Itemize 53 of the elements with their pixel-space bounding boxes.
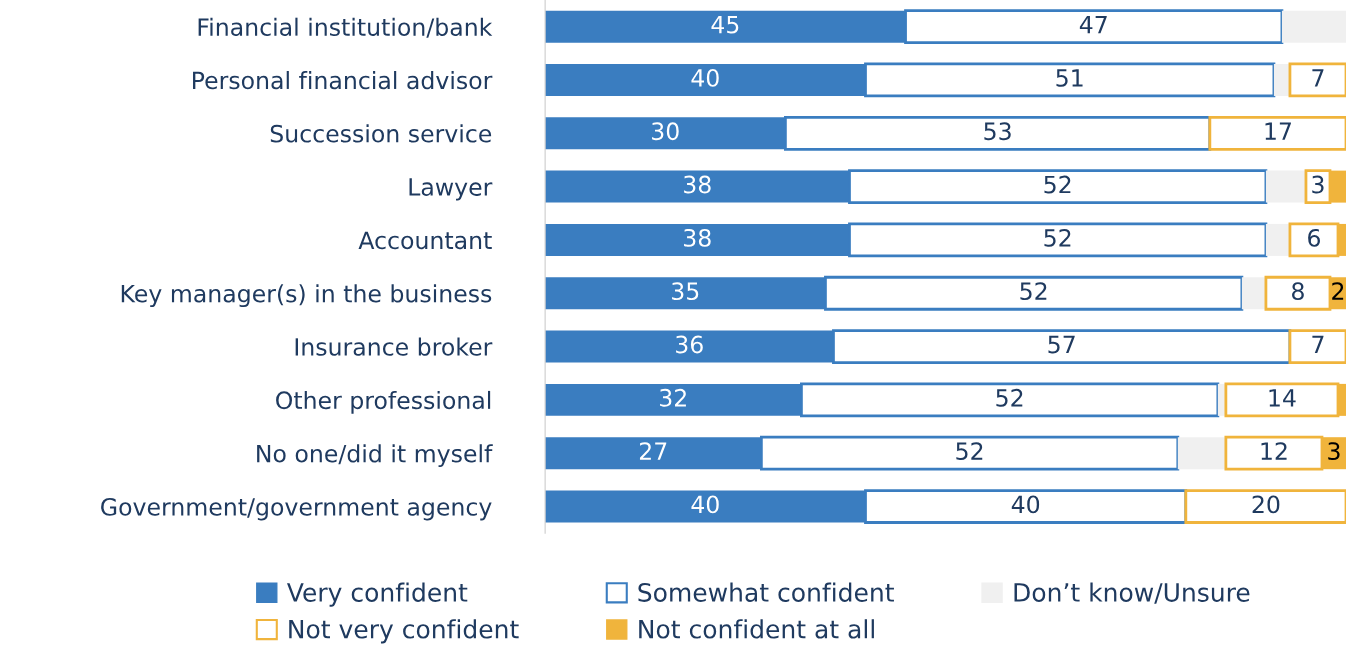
data-label: 40 <box>691 68 719 87</box>
y-tick-label: Government/government agency <box>101 497 492 521</box>
data-label: 53 <box>984 122 1011 141</box>
data-label: 7 <box>1312 69 1324 87</box>
data-label: 8 <box>1292 282 1304 301</box>
data-label: 14 <box>1269 389 1296 407</box>
data-label: 36 <box>676 335 703 354</box>
y-tick-label: Accountant <box>358 231 492 250</box>
legend-label: Not confident at all <box>639 619 874 639</box>
bar <box>1281 10 1346 43</box>
data-label: 20 <box>1252 495 1280 514</box>
y-tick-label: Succession service <box>270 124 492 143</box>
data-label: 30 <box>652 122 679 141</box>
data-label: 2 <box>1332 282 1344 300</box>
data-label: 17 <box>1265 122 1291 140</box>
y-tick-label: Key manager(s) in the business <box>121 284 492 308</box>
data-label: 47 <box>1079 15 1107 34</box>
legend-label: Very confident <box>286 582 468 607</box>
data-label: 52 <box>1020 282 1047 301</box>
data-label: 52 <box>956 442 983 461</box>
y-tick-label: Other professional <box>276 390 491 414</box>
legend-label: Don’t know/Unsure <box>1014 582 1250 604</box>
data-label: 35 <box>672 282 699 301</box>
bar <box>1288 62 1346 98</box>
data-label: 51 <box>1056 69 1083 87</box>
bar <box>1177 437 1226 470</box>
bar <box>1273 63 1290 96</box>
data-label: 6 <box>1308 228 1320 247</box>
data-label: 38 <box>684 228 711 247</box>
data-label: 52 <box>996 388 1023 407</box>
y-tick-label: Insurance broker <box>295 337 493 356</box>
y-tick-label: No one/did it myself <box>257 444 493 468</box>
legend-label: Not very confident <box>289 619 519 644</box>
bar <box>1241 277 1266 310</box>
data-label: 57 <box>1048 335 1075 354</box>
data-label: 27 <box>639 442 667 460</box>
data-label: 3 <box>1312 175 1324 194</box>
data-label: 52 <box>1044 175 1071 194</box>
data-label: 3 <box>1328 442 1340 461</box>
data-label: 7 <box>1312 335 1324 354</box>
data-label: 52 <box>1044 228 1071 247</box>
data-label: 45 <box>711 15 739 34</box>
bar <box>1265 223 1290 256</box>
y-tick-label: Lawyer <box>409 178 493 201</box>
bar <box>1265 170 1306 203</box>
data-label: 40 <box>1011 495 1040 514</box>
y-tick-label: Financial institution/bank <box>198 17 493 38</box>
data-label: 32 <box>660 388 686 407</box>
data-label: 38 <box>684 175 711 194</box>
legend-label: Somewhat confident <box>638 582 894 602</box>
y-tick-label: Personal financial advisor <box>193 71 493 90</box>
data-label: 12 <box>1261 442 1287 460</box>
data-label: 40 <box>691 495 719 514</box>
